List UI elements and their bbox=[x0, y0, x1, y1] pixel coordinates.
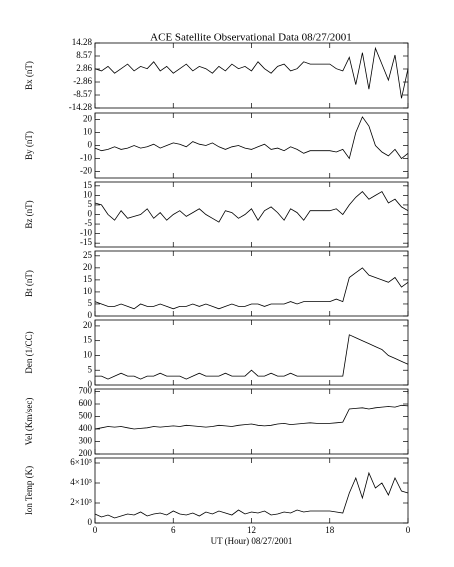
y-tick-label: 10 bbox=[83, 350, 93, 360]
y-tick-label: -8.57 bbox=[73, 89, 92, 99]
data-line bbox=[95, 334, 409, 380]
y-tick-label: 5 bbox=[88, 199, 93, 209]
y-tick-label: 300 bbox=[79, 436, 93, 446]
x-tick-label: 6 bbox=[171, 525, 176, 535]
panel-frame bbox=[94, 181, 409, 248]
data-line bbox=[94, 46, 409, 99]
y-tick-label: 6×10⁵ bbox=[70, 457, 92, 467]
y-axis-label: Bt (nT) bbox=[24, 270, 34, 297]
y-tick-label: 5 bbox=[88, 364, 93, 374]
data-line bbox=[94, 404, 409, 430]
y-tick-label: 200 bbox=[79, 448, 93, 458]
x-tick-label: 0 bbox=[406, 525, 411, 535]
y-tick-label: -20 bbox=[80, 166, 92, 176]
y-tick-label: 10 bbox=[83, 189, 93, 199]
y-tick-label: 4×10⁵ bbox=[70, 477, 92, 487]
y-tick-label: 0 bbox=[88, 209, 93, 219]
y-axis-label: Bx (nT) bbox=[24, 61, 34, 90]
y-tick-label: 700 bbox=[79, 386, 93, 396]
y-tick-label: 500 bbox=[79, 411, 93, 421]
x-axis-label: UT (Hour) 08/27/2001 bbox=[211, 536, 293, 546]
y-tick-label: 20 bbox=[83, 320, 93, 330]
x-tick-label: 12 bbox=[247, 525, 256, 535]
y-tick-label: 2×10⁵ bbox=[70, 497, 92, 507]
x-tick-label: 0 bbox=[93, 525, 98, 535]
chart-title: ACE Satellite Observational Data 08/27/2… bbox=[150, 32, 352, 44]
y-axis-label: Vel (Km/sec) bbox=[24, 398, 34, 446]
y-tick-label: 10 bbox=[83, 286, 93, 296]
y-tick-label: 0 bbox=[88, 140, 93, 150]
y-tick-label: -14.28 bbox=[69, 102, 93, 112]
y-tick-label: 25 bbox=[83, 250, 93, 260]
y-axis-label: Bz (nT) bbox=[24, 200, 34, 228]
panel-frame bbox=[94, 388, 409, 455]
y-tick-label: 600 bbox=[79, 398, 93, 408]
y-tick-label: 20 bbox=[83, 114, 93, 124]
y-tick-label: 20 bbox=[83, 262, 93, 272]
y-tick-label: 0 bbox=[88, 517, 93, 527]
y-tick-label: 5 bbox=[88, 298, 93, 308]
y-axis-label: Ion Temp (K) bbox=[24, 466, 34, 515]
y-tick-label: 15 bbox=[83, 274, 93, 284]
y-tick-label: 400 bbox=[79, 423, 93, 433]
y-tick-label: 0 bbox=[88, 310, 93, 320]
panel-frame bbox=[94, 42, 409, 109]
y-tick-label: 15 bbox=[83, 180, 93, 190]
y-tick-label: -10 bbox=[80, 153, 92, 163]
panel-frame bbox=[94, 319, 409, 386]
y-tick-label: 0 bbox=[88, 379, 93, 389]
y-tick-label: 2.86 bbox=[76, 63, 92, 73]
data-line bbox=[94, 191, 409, 223]
data-line bbox=[94, 116, 409, 160]
y-tick-label: -10 bbox=[80, 228, 92, 238]
data-line bbox=[94, 267, 409, 310]
y-tick-label: 10 bbox=[83, 127, 93, 137]
y-tick-label: -2.86 bbox=[73, 76, 92, 86]
y-tick-label: 14.28 bbox=[72, 37, 93, 47]
y-tick-label: 8.57 bbox=[76, 50, 92, 60]
panel-frame bbox=[94, 112, 409, 179]
y-tick-label: -5 bbox=[85, 218, 93, 228]
y-tick-label: 15 bbox=[83, 335, 93, 345]
y-axis-label: By (nT) bbox=[24, 131, 34, 160]
x-tick-label: 18 bbox=[325, 525, 335, 535]
panel-frame bbox=[94, 250, 409, 317]
y-tick-label: -15 bbox=[80, 237, 92, 247]
data-line bbox=[94, 471, 409, 519]
y-axis-label: Den (1/CC) bbox=[24, 331, 34, 373]
